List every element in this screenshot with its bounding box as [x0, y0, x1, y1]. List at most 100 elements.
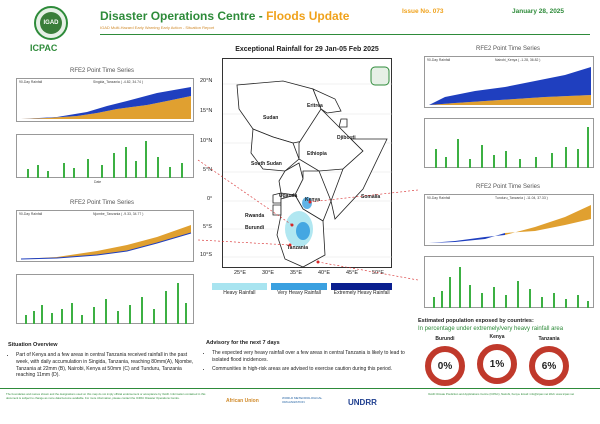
chart-b-subtitle: 90-Day Rainfall [19, 212, 43, 216]
tanzania-name: Tanzania [538, 336, 560, 342]
lat-label-0: 0° [207, 196, 213, 202]
chart-d-title: RFE2 Point Time Series [475, 184, 541, 190]
label-tanzania: Tanzania [287, 245, 309, 251]
report-date: January 28, 2025 [512, 8, 565, 15]
advisory-list: The expected very heavy rainfall over a … [204, 350, 414, 374]
legend-heavy-label: Heavy Rainfall [223, 290, 256, 296]
label-burundi: Burundi [245, 225, 265, 231]
partner-wmo: WORLD METEOROLOGICAL ORGANIZATION [282, 396, 323, 404]
header-divider [100, 34, 590, 35]
chart-a-accum-plot [21, 87, 191, 119]
lon-label-40e: 40°E [318, 270, 330, 276]
chart-b-accum-plot [20, 225, 192, 260]
chart-panel-b: RFE2 Point Time Series B 90-Day Rainfall… [2, 200, 202, 334]
lon-label-50e: 50°E [372, 270, 384, 276]
lat-label-20n: 20°N [200, 78, 213, 84]
chart-a-bars [27, 141, 183, 178]
label-ethiopia: Ethiopia [307, 151, 327, 157]
title-accent: Floods Update [266, 9, 350, 23]
legend-extreme-label: Extremely Heavy Rainfall [333, 290, 390, 296]
label-rwanda: Rwanda [245, 213, 265, 219]
chart-c-normal-area [429, 95, 591, 105]
lon-label-45e: 45°E [346, 270, 358, 276]
legend-extreme-swatch [331, 283, 393, 290]
chart-a-daily [16, 134, 194, 178]
chart-b-accum: 90-Day Rainfall Njombe_Tanzania ( -9.33,… [16, 210, 194, 262]
label-somalia: Somalia [361, 194, 381, 200]
lat-label-15n: 15°N [200, 108, 213, 114]
kenya-name: Kenya [489, 334, 505, 340]
population-subtitle: In percentage under extremely/very heavy… [418, 326, 564, 332]
lat-label-10n: 10°N [200, 138, 213, 144]
lat-label-10s: 10°S [200, 252, 212, 258]
map-legend: Heavy Rainfall Very Heavy Rainfall Extre… [212, 283, 393, 296]
chart-a-daily-plot [27, 141, 183, 178]
igad-logo: IGAD [34, 6, 68, 40]
chart-b-observed-line [20, 232, 192, 260]
population-kenya: Kenya 1% [472, 334, 522, 384]
chart-d-bars [433, 267, 589, 308]
chart-d-accum: 90-Day Rainfall Tunduru_Tanzania ( -11.0… [424, 194, 594, 246]
chart-c-excess-area [429, 67, 591, 105]
country-burundi [272, 204, 282, 216]
partner-au: African Union [226, 398, 259, 404]
map-plot [223, 66, 393, 268]
chart-c-accum: 90-Day Rainfall Nairobi_Kenya ( -1.28, 3… [424, 56, 594, 108]
legend-heavy: Heavy Rainfall [212, 283, 267, 296]
label-kenya: Kenya [305, 197, 321, 203]
chart-a-title: RFE2 Point Time Series [69, 68, 135, 74]
chart-b-bars [25, 283, 187, 324]
chart-c-daily-plot [435, 127, 589, 168]
label-south-sudan: South Sudan [251, 161, 282, 167]
chart-d-daily [424, 256, 594, 308]
legend-very-heavy-swatch [270, 283, 328, 290]
chart-c-subtitle: 90-Day Rainfall [427, 58, 451, 62]
country-djibouti [338, 118, 348, 128]
chart-panel-d: RFE2 Point Time Series D 90-Day Rainfall… [418, 184, 598, 314]
chart-panel-a: RFE2 Point Time Series A 90-Day Rainfall… [2, 68, 202, 186]
chart-a-xlabel: Date [94, 180, 102, 184]
partner-undrr: UNDRR [348, 398, 377, 407]
chart-d-subtitle: 90-Day Rainfall [427, 196, 451, 200]
chart-a-location: Singida_Tanzania ( -4.82, 34.74 ) [93, 80, 143, 84]
chart-c-accum-plot [429, 67, 591, 105]
legend-heavy-swatch [212, 283, 267, 290]
chart-b-deficit-area [21, 225, 191, 259]
lon-label-25e: 25°E [234, 270, 246, 276]
map-title: Exceptional Rainfall for 29 Jan-05 Feb 2… [235, 46, 379, 53]
label-eritrea: Eritrea [307, 103, 323, 109]
burundi-donut: 0% [425, 346, 465, 386]
chart-panel-c: RFE2 Point Time Series C 90-Day Rainfall… [418, 46, 598, 176]
page-title: Disaster Operations Centre - Floods Upda… [100, 9, 349, 23]
lat-label-5n: 5°N [203, 167, 213, 173]
issue-number: Issue No. 073 [402, 8, 444, 15]
legend-very-heavy: Very Heavy Rainfall [270, 283, 328, 296]
chart-d-deficit-area [505, 205, 591, 235]
legend-extreme: Extremely Heavy Rainfall [331, 283, 393, 296]
country-eritrea [312, 88, 342, 114]
chart-c-bars [435, 127, 589, 168]
chart-d-early-excess [429, 233, 505, 243]
lat-label-5s: 5°S [203, 224, 212, 230]
label-sudan: Sudan [263, 115, 279, 121]
situation-title: Situation Overview [8, 342, 58, 348]
situation-text: Part of Kenya and a few areas in central… [16, 352, 200, 379]
population-title: Estimated population exposed by countrie… [418, 318, 534, 324]
page-subtitle: IGAD Multi-Hazard Early Warning Early Ac… [100, 25, 215, 30]
chart-b-daily [16, 274, 194, 324]
lon-label-35e: 35°E [290, 270, 302, 276]
title-main: Disaster Operations Centre - [100, 9, 267, 23]
footer-disclaimer: The boundaries and names shown and the d… [6, 392, 206, 400]
chart-d-accum-plot [429, 205, 591, 243]
legend-very-heavy-label: Very Heavy Rainfall [277, 290, 321, 296]
exceptional-rainfall-map: Eritrea Sudan Djibouti South Sudan Ethio… [222, 58, 393, 268]
chart-d-location: Tunduru_Tanzania ( -11.04, 37.33 ) [495, 196, 548, 200]
population-burundi: Burundi 0% [420, 336, 470, 386]
chart-c-title: RFE2 Point Time Series [475, 46, 541, 52]
label-uganda: Uganda [279, 193, 298, 199]
burundi-name: Burundi [435, 336, 455, 342]
footer-divider [0, 388, 600, 389]
icpac-label: ICPAC [30, 43, 58, 53]
chart-b-daily-plot [25, 283, 187, 324]
chart-a-accum: 90-Day Rainfall Singida_Tanzania ( -4.82… [16, 78, 194, 122]
